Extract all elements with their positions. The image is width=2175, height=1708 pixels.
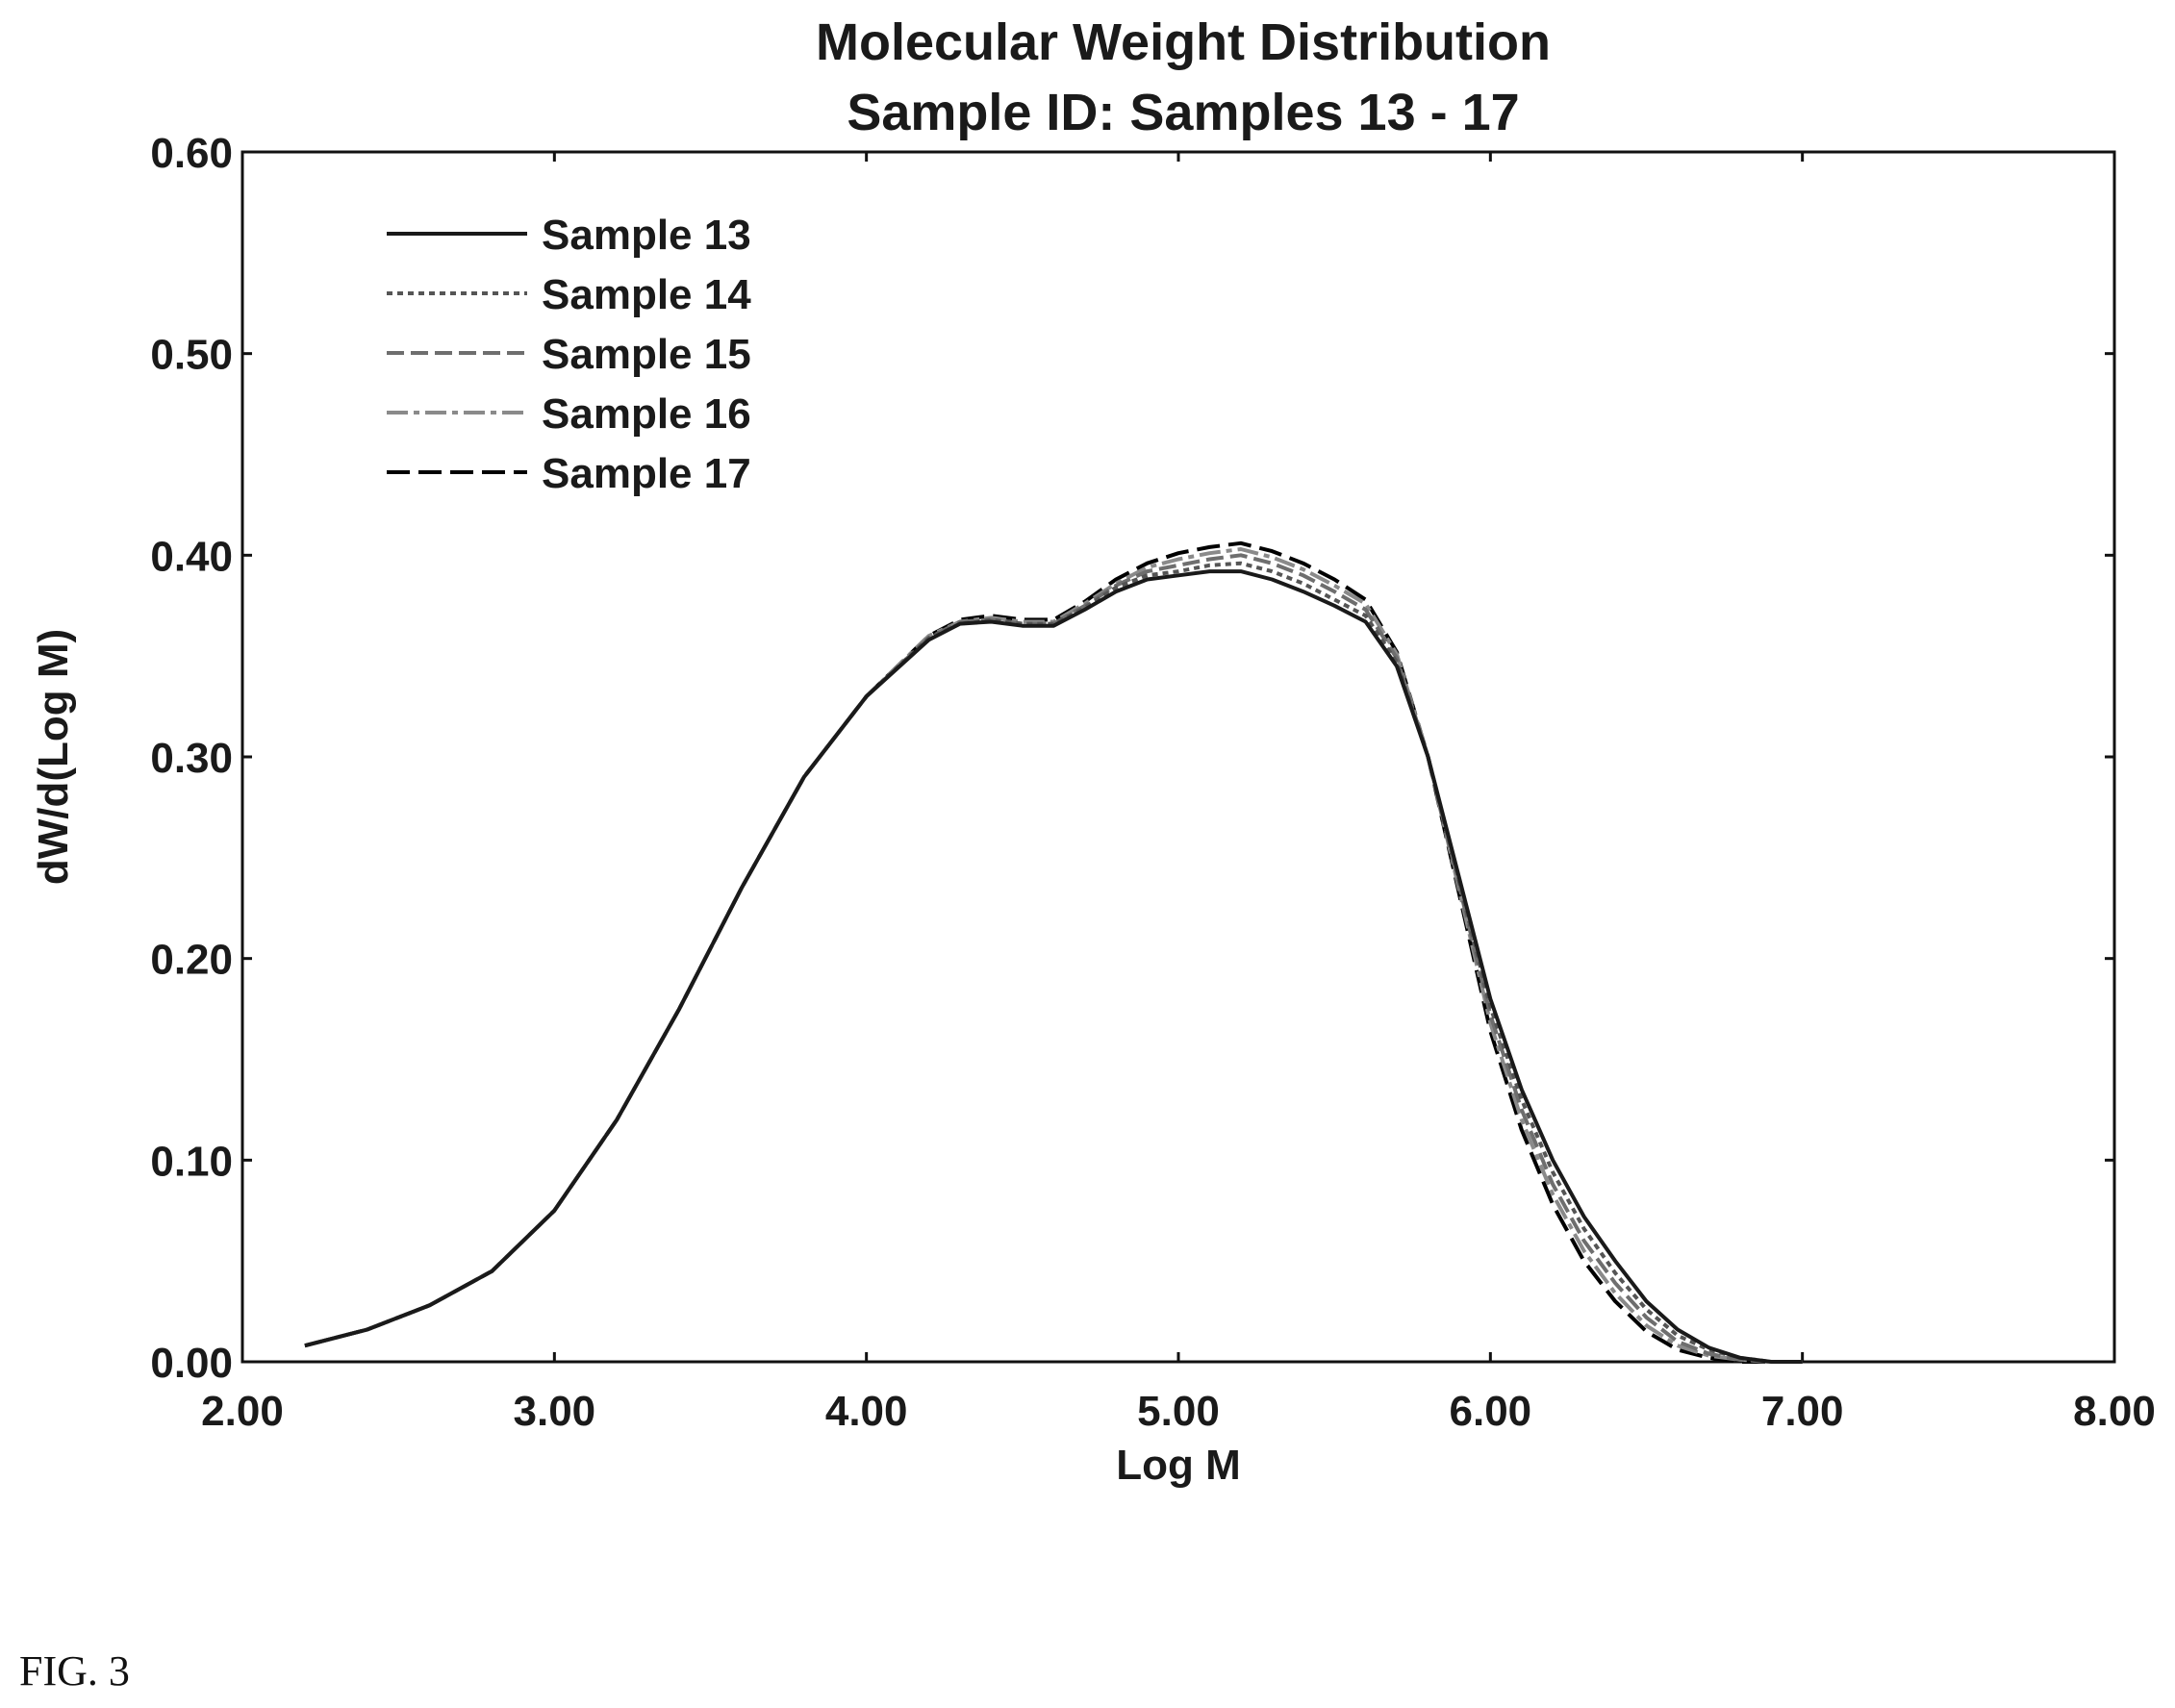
x-axis-label: Log M	[1116, 1442, 1241, 1489]
legend-label: Sample 15	[542, 331, 751, 378]
y-tick-label: 0.50	[150, 332, 233, 379]
x-tick-label: 4.00	[825, 1388, 908, 1435]
y-tick-label: 0.10	[150, 1138, 233, 1185]
chart-title: Molecular Weight Distribution	[816, 13, 1551, 71]
legend-label: Sample 16	[542, 390, 751, 438]
x-tick-label: 3.00	[514, 1388, 596, 1435]
series-lines	[304, 540, 1803, 1364]
y-tick-labels: 0.00 0.10 0.20 0.30 0.40 0.50 0.60	[150, 130, 233, 1387]
chart-subtitle: Sample ID: Samples 13 - 17	[847, 84, 1519, 141]
plot-frame	[240, 150, 2116, 1364]
legend-label: Sample 17	[542, 450, 751, 497]
legend-label: Sample 13	[542, 212, 751, 259]
y-tick-label: 0.40	[150, 533, 233, 580]
y-tick-label: 0.30	[150, 735, 233, 782]
x-tick-label: 2.00	[201, 1388, 284, 1435]
figure-label: FIG. 3	[19, 1647, 130, 1695]
y-tick-label: 0.00	[150, 1340, 233, 1387]
series-line-4	[304, 547, 1803, 1364]
y-axis-label: dW/d(Log M)	[30, 629, 77, 885]
x-tick-labels: 2.00 3.00 4.00 5.00 6.00 7.00 8.00	[201, 1388, 2156, 1435]
x-tick-label: 7.00	[1761, 1388, 1844, 1435]
series-line-3	[304, 553, 1803, 1364]
x-tick-label: 6.00	[1450, 1388, 1532, 1435]
series-line-1	[304, 569, 1803, 1364]
x-tick-label: 8.00	[2073, 1388, 2156, 1435]
legend-label: Sample 14	[542, 271, 751, 318]
y-tick-label: 0.20	[150, 937, 233, 984]
tick-marks	[240, 150, 2116, 1364]
y-tick-label: 0.60	[150, 130, 233, 177]
legend: Sample 13 Sample 14 Sample 15 Sample 16 Samp…	[387, 212, 751, 497]
x-tick-label: 5.00	[1137, 1388, 1220, 1435]
